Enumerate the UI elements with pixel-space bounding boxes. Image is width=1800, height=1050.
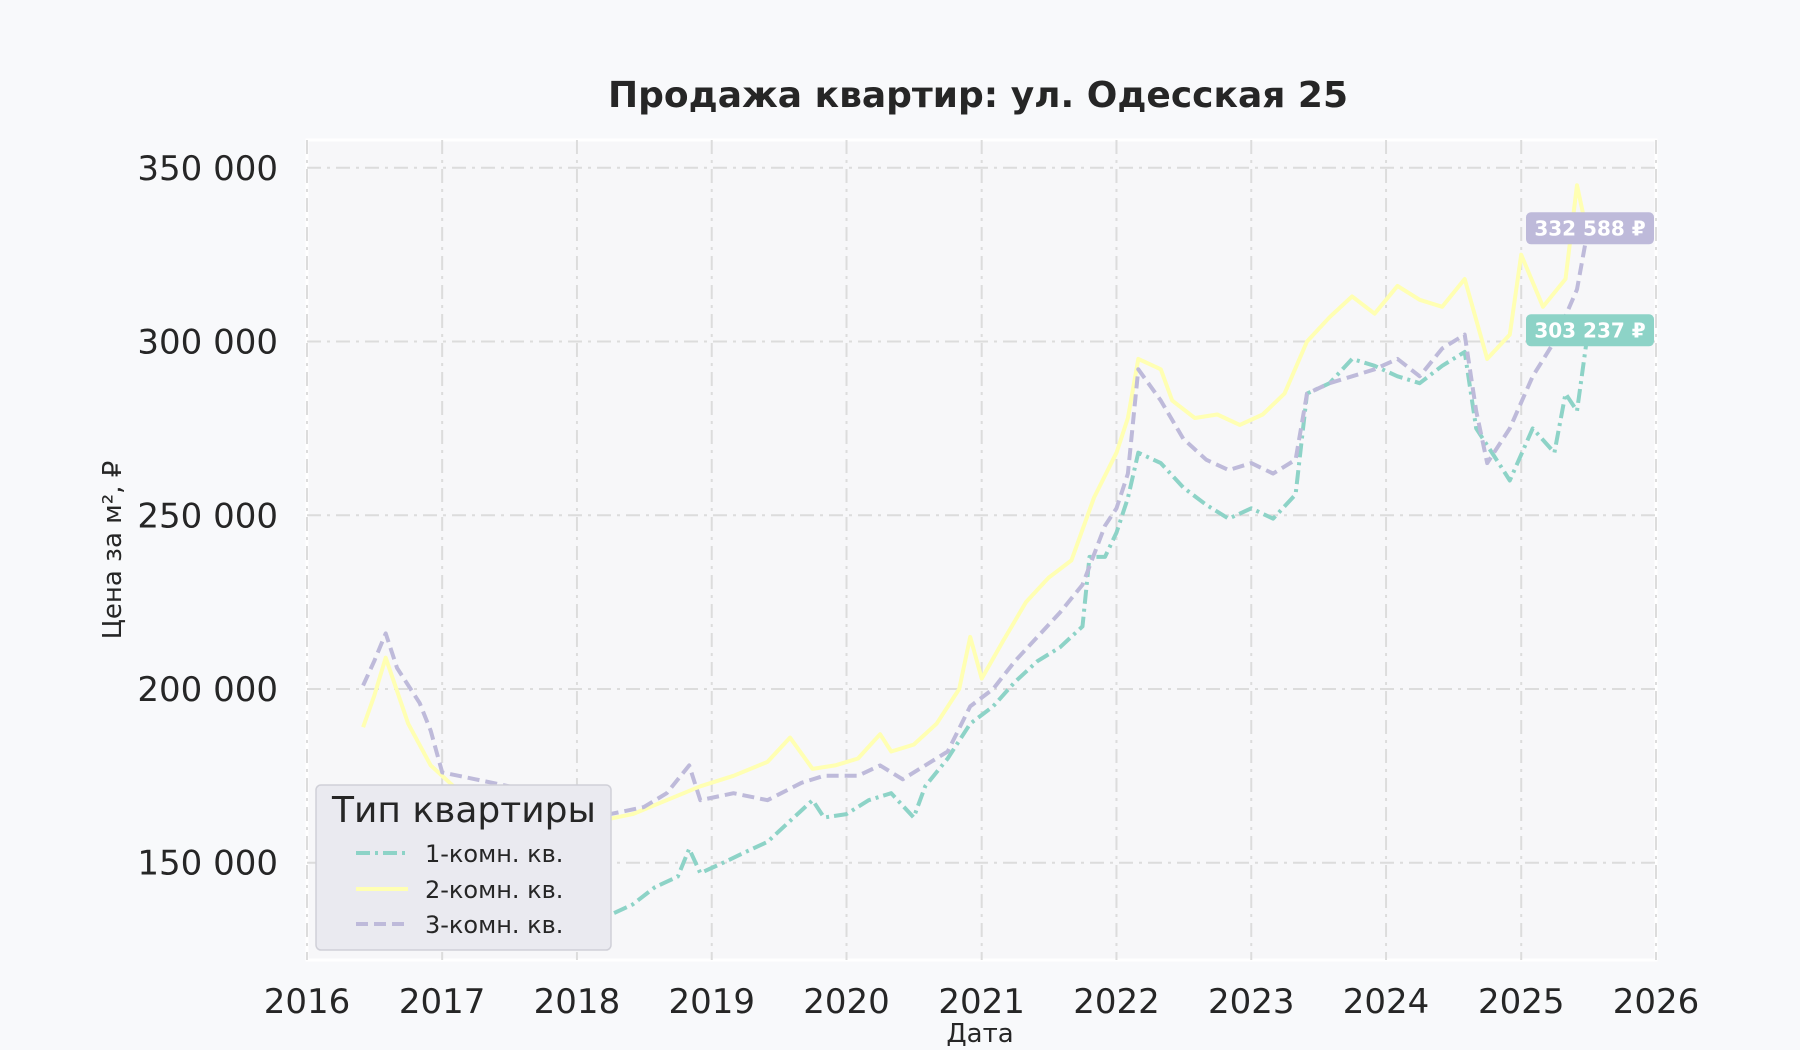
grid-lines: [306, 140, 1657, 960]
legend-box: [315, 784, 612, 951]
legend-label-1-room: 1-комн. кв.: [425, 840, 563, 868]
x-tick-label: 2026: [1613, 982, 1700, 1022]
y-tick-label: 250 000: [137, 496, 278, 536]
x-tick-label: 2020: [803, 982, 890, 1022]
y-tick-label: 150 000: [137, 844, 278, 884]
end-label-text: 303 237 ₽: [1534, 318, 1645, 342]
x-tick-label: 2022: [1073, 982, 1160, 1022]
x-tick-label: 2018: [534, 982, 621, 1022]
end-value-labels: 303 237 ₽ 332 588 ₽: [1526, 212, 1654, 347]
y-tick-label: 350 000: [137, 149, 278, 189]
x-tick-label: 2025: [1478, 982, 1565, 1022]
y-tick-label: 300 000: [137, 323, 278, 363]
x-tick-label: 2019: [668, 982, 755, 1022]
legend-label-2-room: 2-комн. кв.: [425, 876, 563, 904]
end-label-badge: [1526, 314, 1654, 347]
legend-title: Тип квартиры: [331, 790, 596, 831]
end-label-text: 332 588 ₽: [1534, 216, 1645, 240]
series-line-1-room: [361, 330, 1591, 921]
x-axis-ticks: 2016 2017 2018 2019 2020 2021 2022 2023 2024 2025…: [264, 982, 1700, 1022]
legend: Тип квартиры 1-комн. кв. 2-комн. кв. 3-к…: [315, 784, 612, 951]
x-axis-label: Дата: [946, 1019, 1013, 1049]
x-tick-label: 2016: [264, 982, 351, 1022]
y-axis-ticks: 150 000 200 000 250 000 300 000 350 000: [137, 149, 278, 884]
x-tick-label: 2023: [1208, 982, 1295, 1022]
y-axis-label: Цена за м², ₽: [98, 461, 128, 640]
series-line-3-room: [361, 227, 1591, 817]
x-tick-label: 2017: [399, 982, 486, 1022]
end-label-badge: [1526, 212, 1654, 245]
y-tick-label: 200 000: [137, 670, 278, 710]
legend-label-3-room: 3-комн. кв.: [425, 911, 563, 939]
x-tick-label: 2024: [1343, 982, 1430, 1022]
x-tick-label: 2021: [938, 982, 1025, 1022]
chart-title: Продажа квартир: ул. Одесская 25: [608, 75, 1348, 116]
